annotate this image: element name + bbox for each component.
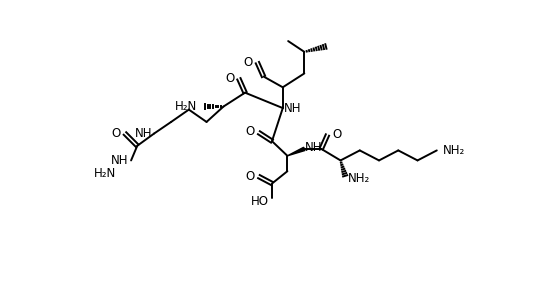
Text: O: O [332,128,341,141]
Text: HO: HO [251,195,269,208]
Text: O: O [111,127,120,140]
Text: H₂N: H₂N [175,100,197,113]
Polygon shape [287,147,305,156]
Text: NH: NH [111,154,128,167]
Text: O: O [245,170,255,183]
Text: NH₂: NH₂ [443,144,465,157]
Text: O: O [225,72,234,85]
Text: O: O [245,125,255,139]
Text: NH: NH [305,141,323,154]
Text: H₂N: H₂N [93,167,116,180]
Text: NH: NH [135,127,153,140]
Text: O: O [244,56,253,69]
Text: NH₂: NH₂ [348,172,371,185]
Text: NH: NH [283,102,301,115]
